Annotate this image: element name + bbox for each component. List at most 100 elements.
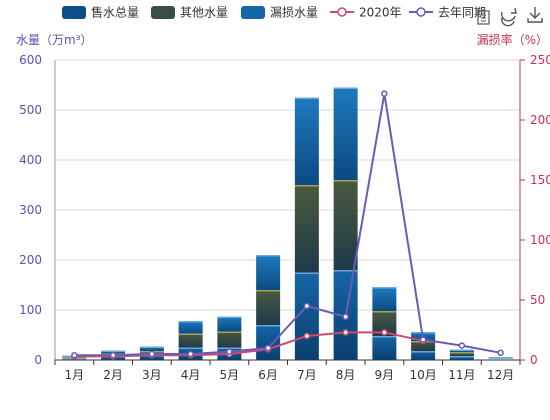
- toolbox: [477, 7, 543, 27]
- x-tick-label: 1月: [65, 368, 85, 382]
- bar-leak[interactable]: [256, 255, 281, 290]
- bar-cap: [372, 336, 397, 338]
- x-tick-label: 5月: [220, 368, 240, 382]
- line-point[interactable]: [303, 332, 311, 340]
- line-point[interactable]: [264, 344, 272, 352]
- bar-other[interactable]: [333, 180, 358, 270]
- x-tick-label: 11月: [448, 368, 475, 382]
- bar-cap: [411, 332, 436, 334]
- legend-label: 2020年: [359, 6, 402, 20]
- legend-item[interactable]: 2020年: [330, 6, 402, 20]
- line-point[interactable]: [342, 329, 349, 336]
- y-axis-right-label: 漏损率（%）: [477, 32, 548, 47]
- legend-item[interactable]: 去年同期: [409, 6, 486, 20]
- legend-item[interactable]: 售水总量: [62, 5, 139, 20]
- bar-cap: [256, 290, 281, 292]
- bar-sold[interactable]: [372, 336, 397, 360]
- x-tick-label: 7月: [297, 368, 317, 382]
- line-point[interactable]: [109, 351, 117, 359]
- bar-other[interactable]: [449, 352, 474, 356]
- bar-cap: [488, 358, 513, 360]
- legend-swatch: [151, 6, 175, 19]
- bar-cap: [256, 325, 281, 327]
- line-point[interactable]: [303, 302, 311, 310]
- grid: [55, 59, 520, 311]
- x-tick-label: 6月: [258, 368, 278, 382]
- data-view-icon[interactable]: [477, 10, 490, 25]
- bar-cap: [333, 87, 358, 89]
- bars: [62, 87, 513, 361]
- bar-cap: [449, 352, 474, 354]
- bar-cap: [217, 331, 242, 333]
- line-point[interactable]: [381, 329, 388, 336]
- bar-cap: [333, 270, 358, 272]
- bar-other[interactable]: [411, 341, 436, 351]
- y-axis-left-label: 水量（万m³）: [16, 33, 93, 47]
- x-tick-label: 10月: [409, 368, 436, 382]
- y-left-tick-label: 200: [19, 253, 42, 267]
- legend-label: 漏损水量: [270, 6, 318, 20]
- line-point[interactable]: [497, 349, 504, 357]
- bar-sold[interactable]: [449, 356, 474, 360]
- bar-sold[interactable]: [256, 325, 281, 360]
- legend-label: 售水总量: [91, 5, 139, 20]
- line-point[interactable]: [419, 336, 427, 343]
- bar-sold[interactable]: [294, 272, 319, 361]
- legend-label: 去年同期: [438, 6, 486, 20]
- line-point[interactable]: [226, 348, 233, 355]
- download-icon[interactable]: [527, 7, 543, 23]
- bar-leak[interactable]: [294, 97, 319, 186]
- bar-cap: [178, 347, 203, 349]
- bar-leak[interactable]: [217, 316, 242, 332]
- restore-icon[interactable]: [501, 7, 517, 27]
- bar-cap: [488, 357, 513, 359]
- y-right-tick-label: 100: [530, 233, 550, 247]
- x-tick-label: 4月: [181, 368, 201, 382]
- bar-cap: [294, 185, 319, 187]
- bar-cap: [294, 97, 319, 99]
- line-point[interactable]: [187, 350, 194, 358]
- y-left-tick-label: 300: [19, 203, 42, 217]
- bar-cap: [449, 349, 474, 351]
- bar-leak[interactable]: [139, 346, 164, 352]
- bar-cap: [372, 311, 397, 313]
- bar-other[interactable]: [294, 185, 319, 273]
- legend-swatch: [62, 6, 86, 19]
- line-point[interactable]: [71, 351, 78, 359]
- legend-item[interactable]: 其他水量: [151, 6, 228, 20]
- line-point[interactable]: [381, 90, 388, 97]
- bar-leak[interactable]: [333, 87, 358, 181]
- line-point[interactable]: [458, 342, 466, 349]
- legend-swatch: [241, 6, 265, 19]
- bar-other[interactable]: [256, 290, 281, 325]
- y-left-tick-label: 500: [19, 103, 42, 117]
- legend-marker: [337, 7, 347, 17]
- bar-leak[interactable]: [178, 321, 203, 334]
- x-tick-label: 9月: [375, 368, 395, 382]
- line-last-year[interactable]: [74, 92, 501, 357]
- legend-label: 其他水量: [180, 6, 228, 20]
- legend-item[interactable]: 漏损水量: [241, 6, 318, 20]
- x-tick-label: 2月: [103, 368, 123, 382]
- bar-sold[interactable]: [411, 351, 436, 360]
- bar-cap: [449, 356, 474, 358]
- y-left-tick-label: 0: [34, 353, 42, 367]
- bar-leak[interactable]: [372, 287, 397, 311]
- bar-other[interactable]: [178, 333, 203, 348]
- line-point[interactable]: [342, 313, 349, 321]
- x-tick-label: 3月: [142, 368, 162, 382]
- bar-cap: [217, 316, 242, 318]
- y-right-tick-label: 0: [530, 353, 538, 367]
- y-left-tick-label: 100: [19, 303, 42, 317]
- y-right-tick-label: 150: [530, 173, 550, 187]
- y-left-tick-label: 600: [19, 53, 42, 67]
- y-right-tick-label: 50: [530, 293, 545, 307]
- line-2020[interactable]: [74, 331, 424, 358]
- bar-cap: [294, 272, 319, 274]
- x-tick-label: 8月: [336, 368, 356, 382]
- bar-other[interactable]: [217, 331, 242, 348]
- bar-cap: [411, 351, 436, 353]
- lines: [71, 90, 504, 360]
- line-point[interactable]: [148, 350, 156, 358]
